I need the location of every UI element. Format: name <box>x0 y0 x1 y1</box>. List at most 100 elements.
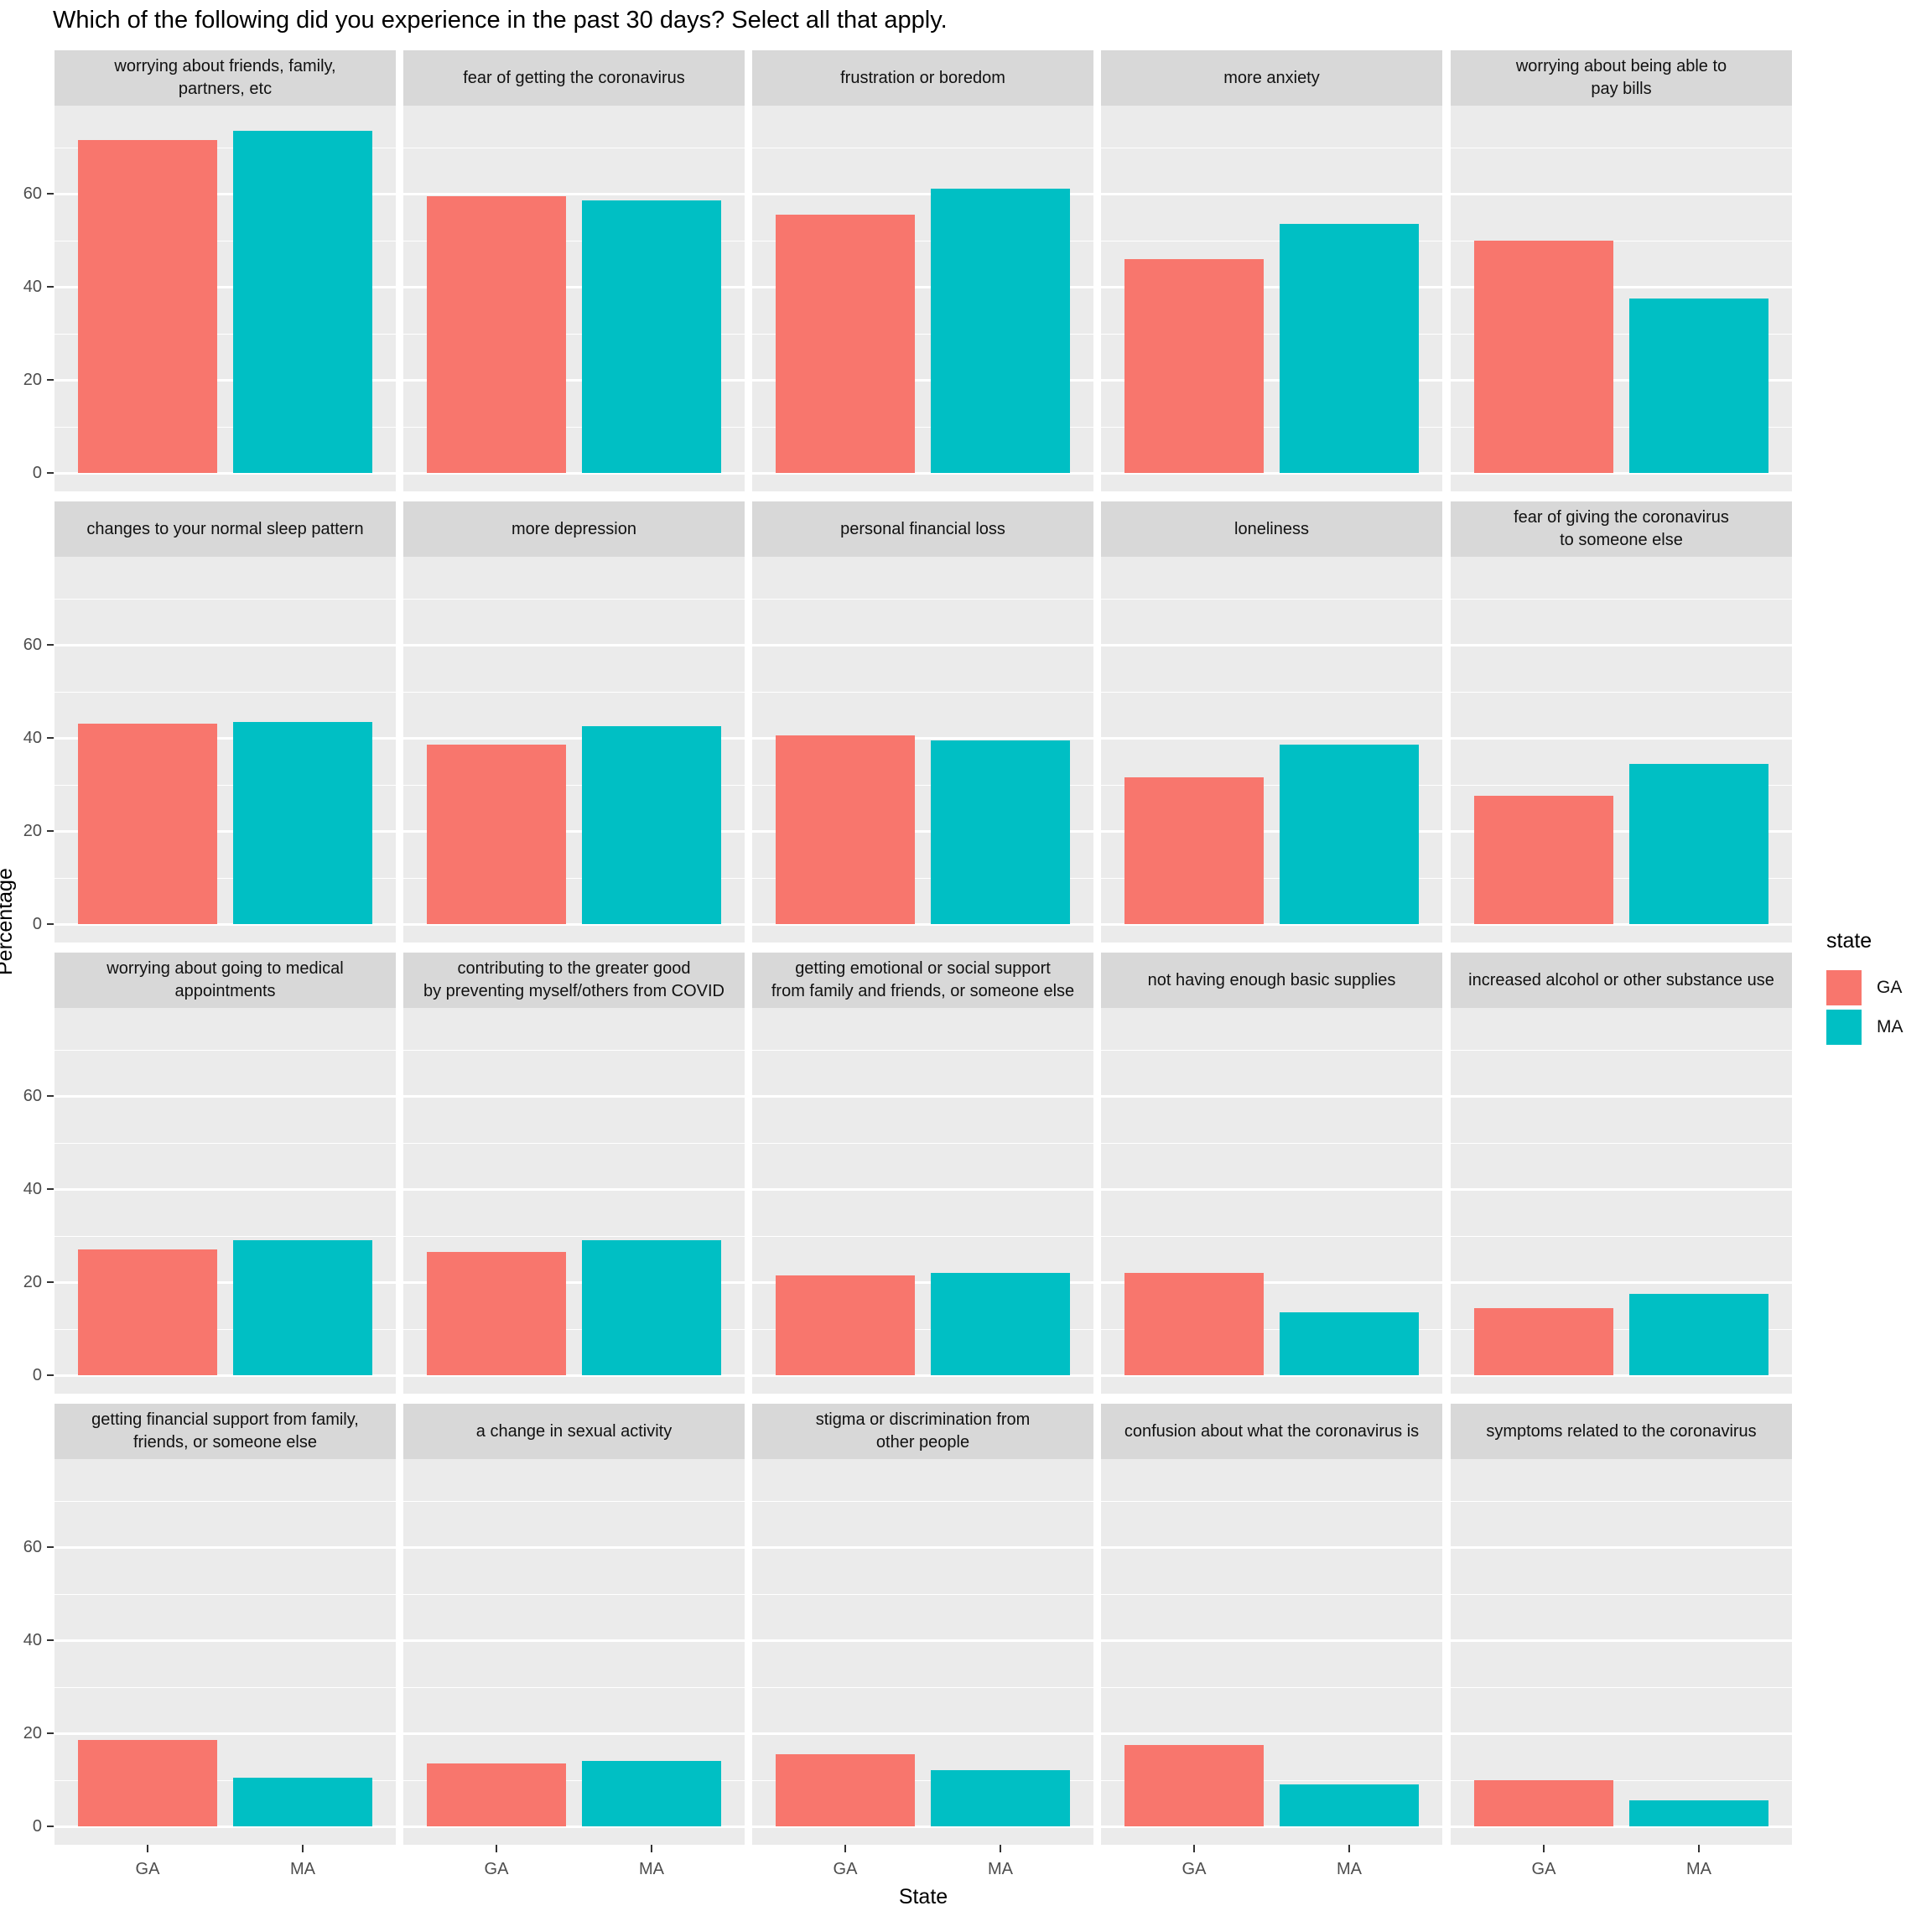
facet-strip: fear of getting the coronavirus <box>403 50 745 106</box>
gridline-major <box>1451 829 1792 833</box>
x-axis-tick-label: GA <box>833 1860 858 1878</box>
bar-ga <box>427 1763 566 1826</box>
gridline-minor <box>752 1235 1093 1237</box>
facet-strip: increased alcohol or other substance use <box>1451 953 1792 1008</box>
y-axis-tick-mark <box>47 1826 54 1827</box>
y-axis-tick-label: 20 <box>23 1724 42 1742</box>
gridline-minor <box>752 240 1093 242</box>
y-axis-tick-mark <box>47 286 54 288</box>
gridline-minor <box>55 1686 396 1688</box>
bar-ga <box>78 1740 217 1826</box>
gridline-major <box>752 643 1093 647</box>
gridline-minor <box>1101 877 1442 879</box>
gridline-minor <box>1101 598 1442 600</box>
facet-panel <box>1451 1008 1792 1394</box>
y-axis-tick-mark <box>47 1732 54 1734</box>
y-axis-tick-mark <box>47 1095 54 1097</box>
legend-label-ga: GA <box>1877 978 1903 997</box>
facet-strip-label: frustration or boredom <box>840 68 1005 87</box>
facet-strip: fear of giving the coronavirus to someon… <box>1451 501 1792 557</box>
x-axis-tick-mark <box>1698 1845 1700 1852</box>
gridline-major <box>403 192 745 195</box>
bar-ma <box>1629 298 1768 473</box>
gridline-major <box>1451 1639 1792 1642</box>
gridline-major <box>403 1187 745 1191</box>
bar-ma <box>233 1777 372 1826</box>
bar-ga <box>776 735 915 924</box>
gridline-minor <box>403 1500 745 1502</box>
gridline-major <box>55 1732 396 1735</box>
gridline-major <box>752 922 1093 926</box>
gridline-minor <box>55 1235 396 1237</box>
x-axis-tick-label: GA <box>1182 1860 1207 1878</box>
gridline-major <box>752 1374 1093 1377</box>
facet-panel <box>752 557 1093 943</box>
y-axis-tick-label: 60 <box>23 184 42 203</box>
gridline-major <box>403 1732 745 1735</box>
gridline-major <box>55 471 396 475</box>
gridline-major <box>55 1187 396 1191</box>
facet-strip: confusion about what the coronavirus is <box>1101 1404 1442 1459</box>
gridline-minor <box>1101 1235 1442 1237</box>
gridline-minor <box>1451 1049 1792 1051</box>
facet-panel <box>55 1459 396 1845</box>
facet-strip-label: personal financial loss <box>840 519 1005 538</box>
gridline-minor <box>1451 1328 1792 1330</box>
facet-panel <box>1451 106 1792 491</box>
gridline-minor <box>752 1686 1093 1688</box>
facet-strip-label: worrying about going to medical appointm… <box>106 959 344 1000</box>
gridline-major <box>55 736 396 740</box>
gridline-major <box>1451 643 1792 647</box>
gridline-minor <box>1451 598 1792 600</box>
gridline-minor <box>1101 1779 1442 1781</box>
facet-strip: getting emotional or social support from… <box>752 953 1093 1008</box>
gridline-major <box>1101 1639 1442 1642</box>
bar-ma <box>233 721 372 924</box>
gridline-minor <box>1451 333 1792 335</box>
x-axis-tick-mark <box>147 1845 148 1852</box>
gridline-major <box>55 1094 396 1098</box>
gridline-major <box>55 922 396 926</box>
bar-ma <box>233 131 372 473</box>
gridline-minor <box>403 1235 745 1237</box>
facet-panel <box>403 1459 745 1845</box>
bar-ma <box>233 1240 372 1375</box>
bar-ma <box>582 726 721 924</box>
gridline-major <box>403 471 745 475</box>
x-axis-tick-mark <box>844 1845 846 1852</box>
gridline-minor <box>55 1500 396 1502</box>
facet-panel <box>55 106 396 491</box>
gridline-minor <box>752 1593 1093 1595</box>
gridline-minor <box>55 1328 396 1330</box>
bar-ma <box>1280 1784 1419 1826</box>
legend-swatch-ma <box>1826 1010 1862 1045</box>
y-axis-tick-label: 0 <box>32 915 42 933</box>
bar-ma <box>931 1272 1070 1375</box>
y-axis-tick-mark <box>47 737 54 739</box>
gridline-major <box>1451 1825 1792 1828</box>
facet-panel <box>1101 557 1442 943</box>
gridline-minor <box>55 877 396 879</box>
bar-ga <box>1474 240 1613 473</box>
y-axis-tick-label: 0 <box>32 1366 42 1384</box>
facet-strip-label: fear of giving the coronavirus to someon… <box>1514 508 1729 549</box>
y-axis-tick-label: 0 <box>32 464 42 482</box>
gridline-major <box>1101 192 1442 195</box>
legend-swatch-ga <box>1826 970 1862 1005</box>
gridline-major <box>752 1280 1093 1284</box>
facet-strip: not having enough basic supplies <box>1101 953 1442 1008</box>
facet-strip: worrying about being able to pay bills <box>1451 50 1792 106</box>
gridline-major <box>55 829 396 833</box>
gridline-major <box>1451 1732 1792 1735</box>
gridline-minor <box>752 784 1093 786</box>
gridline-major <box>1451 1374 1792 1377</box>
bar-ga <box>427 195 566 473</box>
facet-strip-label: loneliness <box>1234 519 1309 538</box>
facet-panel <box>752 1459 1093 1845</box>
y-axis-tick-mark <box>47 923 54 925</box>
facet-strip: worrying about friends, family, partners… <box>55 50 396 106</box>
gridline-minor <box>55 598 396 600</box>
y-axis-tick-label: 20 <box>23 1273 42 1291</box>
facet-panel <box>752 1008 1093 1394</box>
